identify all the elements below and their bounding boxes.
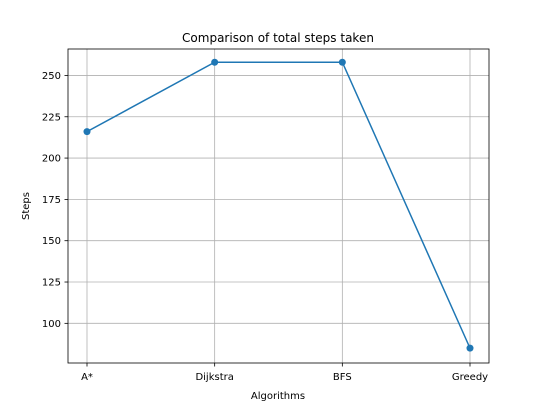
data-point [211, 58, 219, 66]
grid-layer [68, 49, 489, 363]
series-line [86, 61, 471, 349]
y-tick-label: 125 [42, 278, 61, 289]
data-point [466, 344, 474, 352]
chart-title: Comparison of total steps taken [182, 31, 374, 45]
x-tick-label: A* [81, 372, 93, 383]
x-axis-label: Algorithms [251, 391, 305, 402]
y-tick-label: 200 [42, 154, 61, 165]
tick-layer: A* Dijkstra BFS Greedy 100 125 150 175 200 225 250 [42, 71, 488, 383]
plot-frame [67, 48, 490, 364]
x-tick-label: BFS [333, 372, 352, 383]
y-tick-label: 175 [42, 195, 61, 206]
series-layer [83, 58, 474, 352]
data-point [338, 58, 346, 66]
y-axis-label: Steps [21, 192, 32, 220]
x-tick-label: Dijkstra [195, 372, 233, 383]
y-tick-label: 250 [42, 71, 61, 82]
x-tick-label: Greedy [452, 372, 488, 383]
y-tick-label: 100 [42, 319, 61, 330]
y-tick-label: 150 [42, 236, 61, 247]
data-point [83, 128, 91, 136]
y-tick-label: 225 [42, 112, 61, 123]
